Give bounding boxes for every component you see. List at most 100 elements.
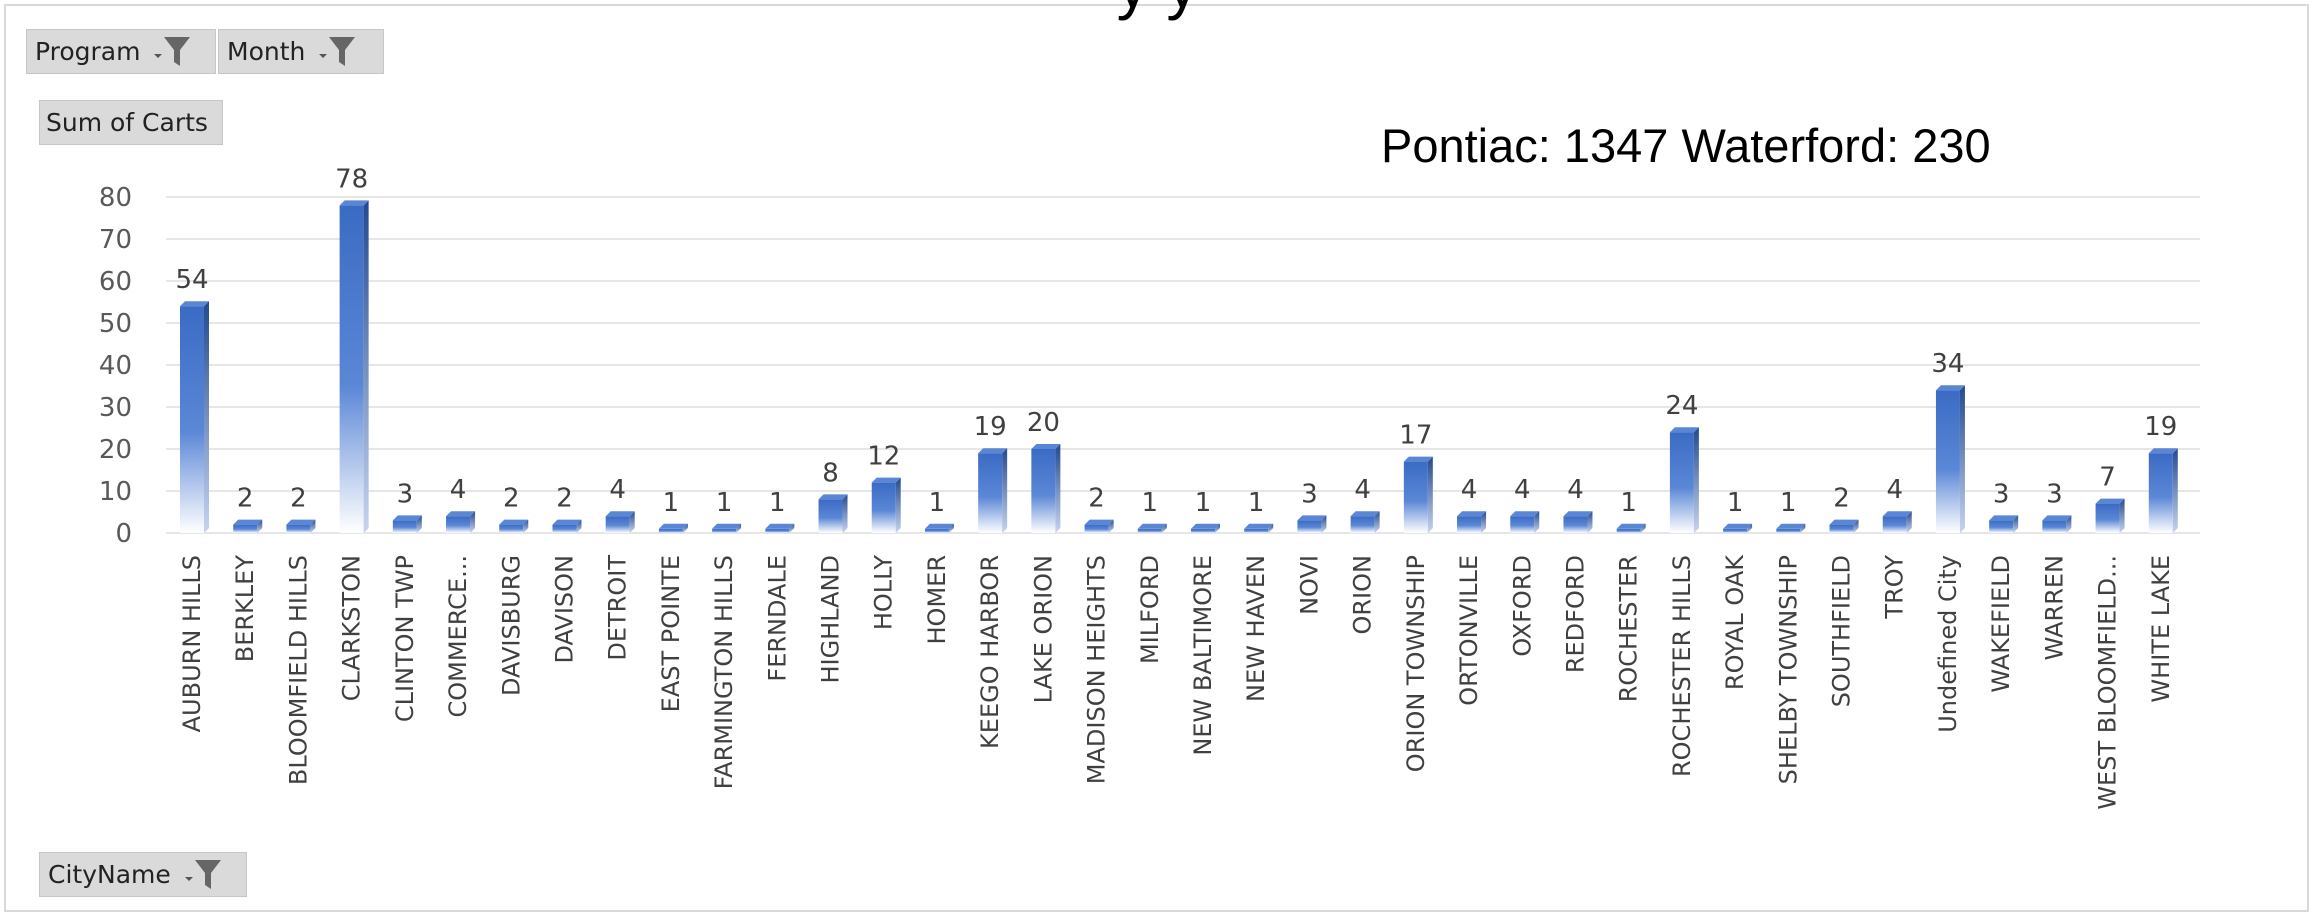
bar-top: [499, 519, 529, 525]
bar-top: [1137, 523, 1167, 529]
data-label: 4: [1461, 475, 1478, 505]
bar-side: [2066, 515, 2072, 533]
bar-top: [446, 511, 476, 517]
bar-side: [948, 523, 954, 533]
category-label: EAST POINTE: [657, 555, 685, 712]
data-label: 1: [1195, 488, 1212, 518]
program-filter-button[interactable]: Program: [26, 29, 216, 74]
sum-of-carts-field-button[interactable]: Sum of Carts: [39, 100, 223, 145]
bar[interactable]: [1776, 528, 1801, 533]
bar[interactable]: [1510, 516, 1535, 533]
bar[interactable]: [1244, 528, 1269, 533]
bar[interactable]: [286, 524, 311, 533]
bar[interactable]: [1882, 516, 1907, 533]
data-label: 4: [1567, 475, 1584, 505]
category-label: Undefined City: [1934, 555, 1962, 733]
bar[interactable]: [552, 524, 577, 533]
bar-top: [1563, 511, 1593, 517]
data-label: 7: [2099, 463, 2116, 493]
bar[interactable]: [1031, 449, 1056, 533]
program-filter-label: Program: [35, 37, 141, 66]
bar[interactable]: [1403, 461, 1428, 533]
bar-side: [1693, 427, 1699, 533]
bar[interactable]: [339, 205, 364, 533]
filter-dropdown-icon[interactable]: [317, 34, 357, 70]
bar[interactable]: [2095, 503, 2120, 533]
bar-top: [1297, 515, 1327, 521]
bar[interactable]: [658, 528, 683, 533]
bar-top: [1244, 523, 1274, 529]
bar-side: [1534, 511, 1540, 533]
bar[interactable]: [1084, 524, 1109, 533]
bar-top: [339, 200, 369, 206]
bar-top: [552, 519, 582, 525]
bar[interactable]: [1350, 516, 1375, 533]
bar[interactable]: [712, 528, 737, 533]
category-label: SHELBY TOWNSHIP: [1774, 555, 1802, 784]
bar-side: [416, 515, 422, 533]
bar-top: [1457, 511, 1487, 517]
bar[interactable]: [871, 482, 896, 533]
data-label: 1: [1620, 488, 1637, 518]
bar[interactable]: [180, 306, 204, 533]
bar-side: [1800, 523, 1806, 533]
y-tick-label: 80: [99, 183, 132, 213]
data-label: 2: [1088, 484, 1105, 514]
bar[interactable]: [978, 453, 1003, 533]
bar-top: [1723, 523, 1753, 529]
bar[interactable]: [765, 528, 790, 533]
month-filter-button[interactable]: Month: [218, 29, 384, 74]
data-label: 19: [974, 412, 1007, 442]
bar-side: [310, 519, 316, 533]
data-label: 3: [1993, 479, 2010, 509]
bar-side: [1215, 523, 1220, 533]
category-label: MILFORD: [1136, 555, 1164, 664]
data-label: 2: [1833, 484, 1850, 514]
data-label: 4: [1514, 475, 1531, 505]
bar-side: [1587, 511, 1593, 533]
bar-top: [978, 448, 1008, 454]
bar[interactable]: [499, 524, 524, 533]
bar[interactable]: [1137, 528, 1162, 533]
bar[interactable]: [2042, 520, 2067, 533]
category-label: ROCHESTER HILLS: [1668, 555, 1696, 777]
bar[interactable]: [1989, 520, 2014, 533]
cityname-filter-button[interactable]: CityName: [39, 852, 247, 897]
bar-side: [895, 477, 901, 533]
bar[interactable]: [233, 524, 258, 533]
bar-top: [1989, 515, 2019, 521]
bar-side: [1374, 511, 1380, 533]
bar-side: [523, 519, 529, 533]
bar[interactable]: [1191, 528, 1215, 533]
bar[interactable]: [446, 516, 471, 533]
bar[interactable]: [1935, 390, 1960, 533]
bar-top: [658, 523, 688, 529]
bar[interactable]: [1829, 524, 1854, 533]
bar-top: [1510, 511, 1540, 517]
bar[interactable]: [392, 520, 417, 533]
bar-side: [470, 511, 476, 533]
bar-top: [180, 301, 209, 307]
bar[interactable]: [1457, 516, 1482, 533]
chart-title-partial: y y: [0, 0, 2315, 22]
bar[interactable]: [1297, 520, 1322, 533]
bar[interactable]: [1723, 528, 1748, 533]
bar[interactable]: [1563, 516, 1588, 533]
filter-dropdown-icon[interactable]: [152, 34, 192, 70]
bar-top: [871, 477, 901, 483]
category-label: COMMERCE...: [444, 555, 472, 718]
bar-side: [1055, 444, 1061, 533]
bar[interactable]: [818, 499, 843, 533]
bar-side: [736, 523, 742, 533]
bar[interactable]: [1669, 432, 1694, 533]
filter-dropdown-icon[interactable]: [183, 857, 223, 893]
bar-side: [1959, 385, 1965, 533]
bar[interactable]: [924, 528, 949, 533]
bar-side: [204, 301, 209, 533]
bar[interactable]: [2148, 453, 2173, 533]
category-label: REDFORD: [1561, 555, 1589, 673]
bar[interactable]: [1616, 528, 1641, 533]
bar[interactable]: [605, 516, 630, 533]
data-label: 34: [1931, 349, 1964, 379]
